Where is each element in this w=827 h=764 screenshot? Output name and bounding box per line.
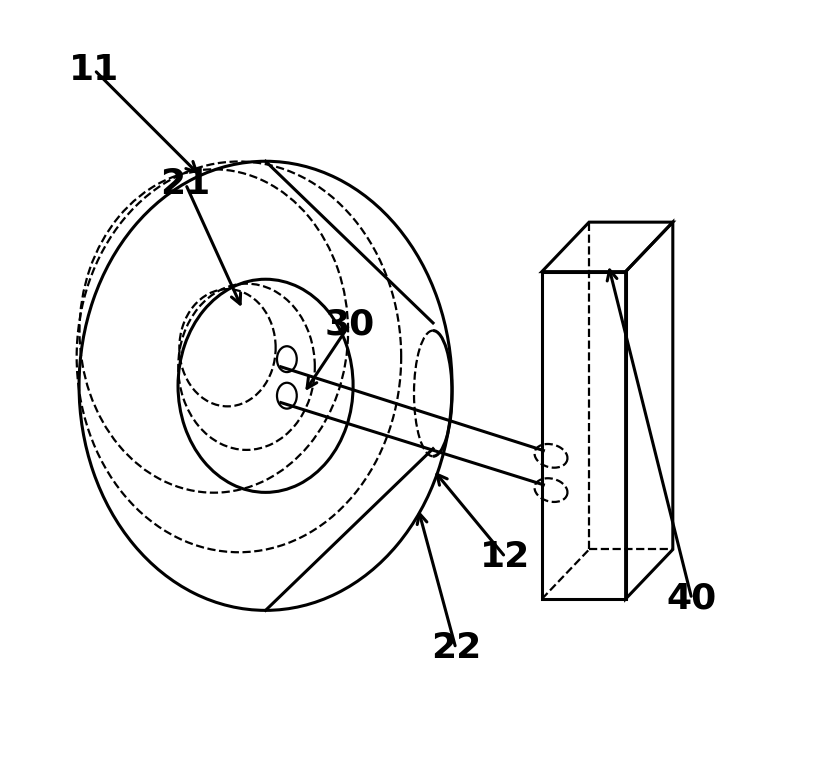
Text: 30: 30 [324, 308, 374, 342]
Text: 12: 12 [480, 540, 530, 574]
Text: 22: 22 [430, 631, 480, 665]
Text: 11: 11 [69, 53, 119, 87]
Text: 40: 40 [666, 582, 716, 616]
Text: 21: 21 [160, 167, 211, 201]
